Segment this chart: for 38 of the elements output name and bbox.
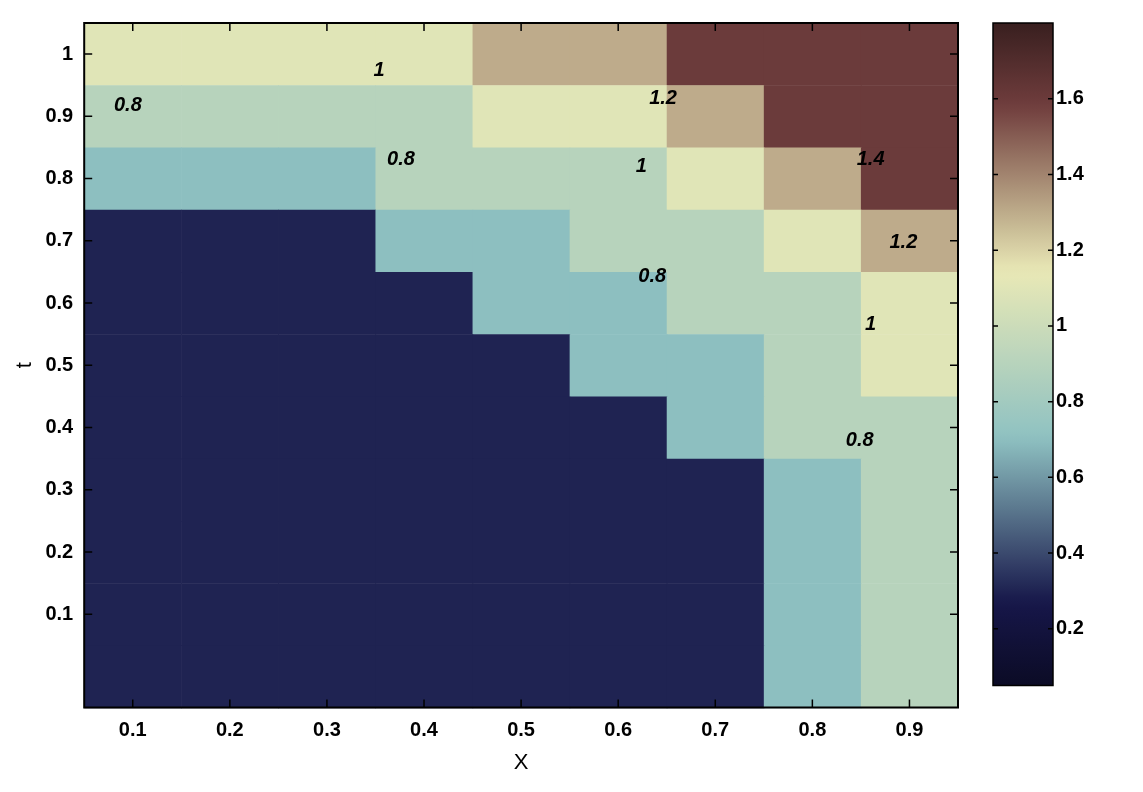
y-tick-label: 0.4	[45, 415, 75, 438]
color-bar-label: 1	[1056, 313, 1068, 336]
color-bar-label: 0.6	[1056, 464, 1084, 487]
annotation: 1	[373, 58, 385, 81]
y-axis-title: t	[11, 362, 37, 369]
y-tick-label: 0.9	[45, 103, 74, 126]
x-tick-label: 0.8	[798, 718, 827, 741]
y-tick-label: 0.6	[45, 290, 74, 313]
x-tick-label: 0.2	[215, 718, 244, 741]
color-bar-label: 1.4	[1056, 161, 1085, 184]
y-tick-label: 0.2	[45, 539, 74, 562]
color-bar-label: 0.4	[1056, 540, 1085, 563]
annotation: 0.8	[845, 428, 875, 451]
x-tick-label: 0.7	[701, 718, 730, 741]
y-tick-label: 0.1	[45, 601, 74, 624]
annotation: 1	[865, 311, 877, 334]
x-axis-title: X	[513, 748, 529, 774]
annotation: 1.2	[649, 85, 677, 108]
color-bar-label: 0.8	[1056, 389, 1084, 412]
y-tick-label: 0.3	[45, 477, 74, 500]
annotation: 1.2	[889, 229, 918, 252]
color-bar-label: 0.2	[1056, 616, 1084, 639]
y-tick-label: 0.8	[45, 166, 74, 189]
y-tick-label: 0.5	[45, 352, 74, 375]
annotation: 0.8	[638, 263, 667, 286]
x-tick-label: 0.4	[410, 718, 439, 741]
annotation: 1	[635, 154, 647, 177]
color-bar-label: 1.6	[1056, 86, 1084, 109]
annotation: 0.8	[387, 147, 416, 170]
color-bar-label: 1.2	[1056, 237, 1084, 260]
x-tick-label: 0.5	[507, 718, 536, 741]
x-tick-label: 0.3	[313, 718, 341, 741]
y-tick-label: 1	[62, 41, 74, 64]
annotation: 0.8	[113, 92, 143, 115]
x-tick-label: 0.6	[604, 718, 633, 741]
y-tick-label: 0.7	[45, 228, 74, 251]
x-tick-label: 0.9	[895, 718, 924, 741]
x-tick-label: 0.1	[118, 718, 147, 741]
